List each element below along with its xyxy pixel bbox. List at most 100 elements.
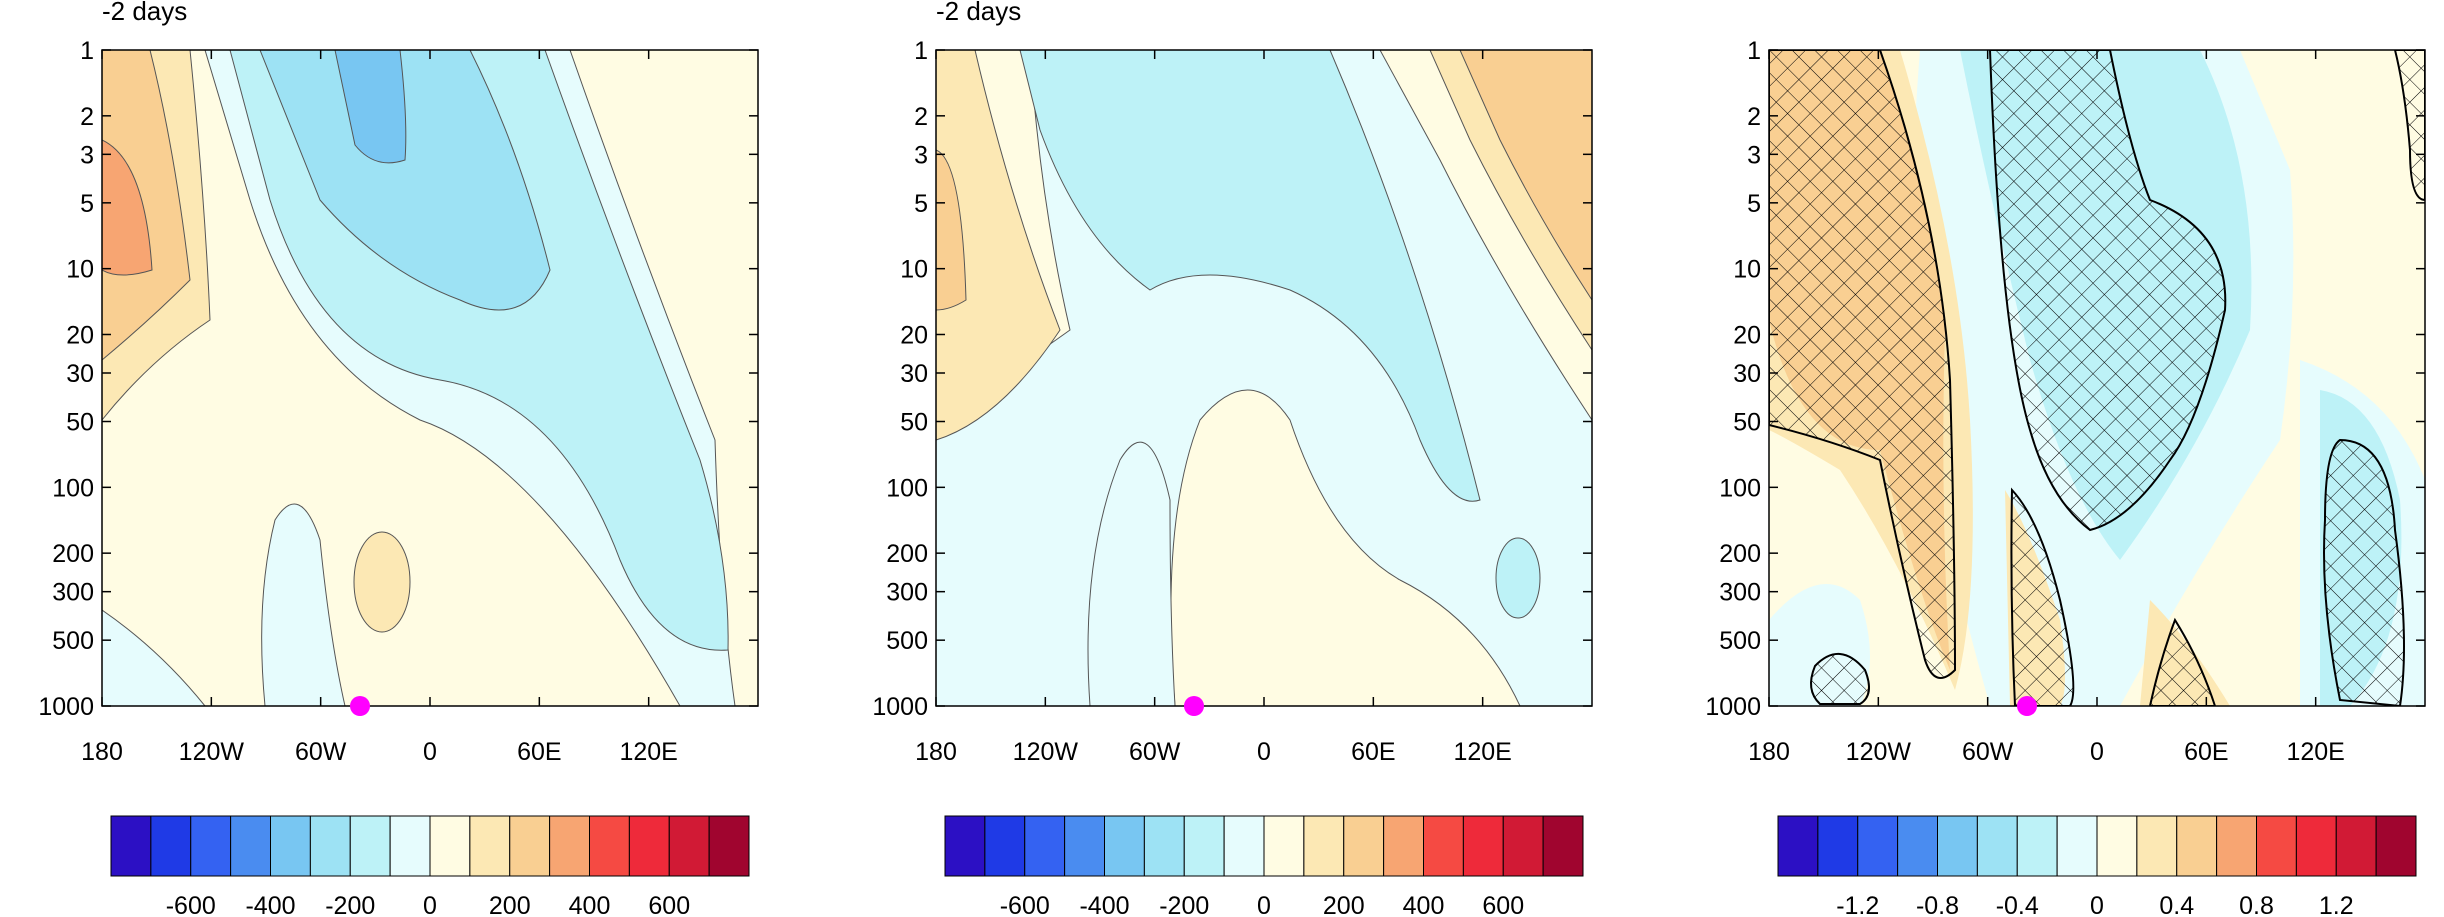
x-tick-label: 120E xyxy=(1453,738,1511,766)
y-tick-label: 5 xyxy=(1747,190,1761,218)
colorbar-swatch xyxy=(589,815,630,877)
panel-2: -2 days 1 2 3 5 10 20 30 50 100 200 300 500 1000 180… xyxy=(872,0,1593,917)
colorbar-swatch xyxy=(1143,815,1185,877)
panel-1-colorbar: -600 -400 -200 0 200 400 600 xyxy=(110,815,750,917)
y-tick-label: 200 xyxy=(886,540,928,568)
colorbar-swatch xyxy=(429,815,471,877)
panel-3: 1 2 3 5 10 20 30 50 100 200 300 500 1000 180 120W 60W 0… xyxy=(1705,37,2426,917)
x-tick-label: 120W xyxy=(1846,738,1912,766)
panel-1-title: -2 days xyxy=(102,0,187,26)
colorbar-swatch xyxy=(2295,815,2337,877)
x-tick-label: 60E xyxy=(1351,738,1395,766)
colorbar-swatch xyxy=(230,815,271,877)
colorbar-swatch xyxy=(2096,815,2138,877)
colorbar-swatch xyxy=(190,815,232,877)
x-tick-label: 180 xyxy=(915,738,957,766)
y-tick-label: 300 xyxy=(1719,579,1761,607)
colorbar-swatch xyxy=(2375,815,2417,877)
colorbar-label: -400 xyxy=(1079,892,1129,917)
colorbar-swatch xyxy=(469,815,511,877)
colorbar-label: 600 xyxy=(648,892,690,917)
panel-1-region-neg-5 xyxy=(261,503,346,706)
colorbar-swatch xyxy=(1857,815,1899,877)
y-tick-label: 500 xyxy=(1719,627,1761,655)
x-tick-label: 60W xyxy=(295,738,347,766)
panel-3-x-axis: 180 120W 60W 0 60E 120E xyxy=(1748,50,2345,766)
y-tick-label: 10 xyxy=(900,256,928,284)
colorbar-swatch xyxy=(2216,815,2257,877)
panel-1-region-neg-4 xyxy=(334,50,407,164)
colorbar-label: -0.4 xyxy=(1996,892,2039,917)
x-tick-label: 0 xyxy=(423,738,437,766)
y-tick-label: 30 xyxy=(900,360,928,388)
y-tick-label: 20 xyxy=(1733,321,1761,349)
y-tick-label: 20 xyxy=(900,321,928,349)
colorbar-swatch xyxy=(509,815,551,877)
x-tick-label: 60E xyxy=(2184,738,2228,766)
y-tick-label: 300 xyxy=(886,579,928,607)
panel-2-region-pos-7 xyxy=(1170,389,1521,706)
colorbar-swatch xyxy=(1976,815,2018,877)
colorbar-label: 1.2 xyxy=(2319,892,2354,917)
colorbar-label: -1.2 xyxy=(1836,892,1879,917)
y-tick-label: 20 xyxy=(66,321,94,349)
colorbar-label: -400 xyxy=(245,892,295,917)
y-tick-label: 1 xyxy=(914,37,928,65)
colorbar-swatch xyxy=(549,815,590,877)
colorbar-swatch xyxy=(2016,815,2058,877)
x-tick-label: 60W xyxy=(1962,738,2014,766)
colorbar-swatch xyxy=(1104,815,1145,877)
colorbar-swatch xyxy=(110,815,152,877)
colorbar-swatch xyxy=(309,815,351,877)
y-tick-label: 5 xyxy=(914,190,928,218)
colorbar-swatch xyxy=(1223,815,1265,877)
panel-3-hatched-regions xyxy=(1769,50,2425,706)
panel-2-colorbar: -600 -400 -200 0 200 400 600 xyxy=(944,815,1584,917)
colorbar-swatch xyxy=(1343,815,1385,877)
colorbar-swatch xyxy=(1183,815,1225,877)
y-tick-label: 30 xyxy=(1733,360,1761,388)
colorbar-swatch xyxy=(1064,815,1105,877)
colorbar-swatch xyxy=(1303,815,1345,877)
x-tick-label: 180 xyxy=(81,738,123,766)
panel-2-x-axis: 180 120W 60W 0 60E 120E xyxy=(915,50,1512,766)
x-tick-label: 120E xyxy=(2286,738,2344,766)
colorbar-swatch xyxy=(389,815,431,877)
y-tick-label: 50 xyxy=(1733,409,1761,437)
colorbar-swatch xyxy=(150,815,192,877)
colorbar-swatch xyxy=(2056,815,2098,877)
y-tick-label: 100 xyxy=(1719,474,1761,502)
x-tick-label: 0 xyxy=(1257,738,1271,766)
panel-2-title: -2 days xyxy=(936,0,1021,26)
panel-3-hatch-region-3 xyxy=(2010,487,2075,706)
colorbar-swatch xyxy=(1024,815,1066,877)
colorbar-swatch xyxy=(2176,815,2218,877)
y-tick-label: 100 xyxy=(886,474,928,502)
panel-2-region-neg-1 xyxy=(1019,50,1481,502)
colorbar-swatch xyxy=(1542,815,1584,877)
panel-3-hatch-region-4 xyxy=(2148,617,2217,706)
y-tick-label: 2 xyxy=(914,103,928,131)
colorbar-label: -600 xyxy=(166,892,216,917)
y-tick-label: 5 xyxy=(80,190,94,218)
panel-1-region-pos-4 xyxy=(353,531,411,633)
panel-3-hatch-region-2 xyxy=(1988,50,2227,532)
colorbar-label: 0.4 xyxy=(2159,892,2194,917)
colorbar-swatch xyxy=(1937,815,1978,877)
x-tick-label: 60W xyxy=(1129,738,1181,766)
y-tick-label: 200 xyxy=(52,540,94,568)
y-tick-label: 1000 xyxy=(872,693,928,721)
panel-3-y-axis: 1 2 3 5 10 20 30 50 100 200 300 500 1000 xyxy=(1705,37,2425,721)
y-tick-label: 10 xyxy=(66,256,94,284)
x-tick-label: 0 xyxy=(2090,738,2104,766)
x-tick-label: 120W xyxy=(179,738,245,766)
panel-3-hatch-region-7 xyxy=(2393,50,2425,202)
colorbar-swatch xyxy=(1817,815,1859,877)
colorbar-swatch xyxy=(1423,815,1464,877)
colorbar-label: 400 xyxy=(1403,892,1445,917)
colorbar-label: -200 xyxy=(325,892,375,917)
panel-1: -2 days 1 2 3 5 10 20 30 50 100 200 300 500 1000 180… xyxy=(38,0,759,917)
colorbar-swatch xyxy=(349,815,391,877)
colorbar-label: -0.8 xyxy=(1916,892,1959,917)
panel-2-region-neg-2 xyxy=(1087,441,1176,706)
